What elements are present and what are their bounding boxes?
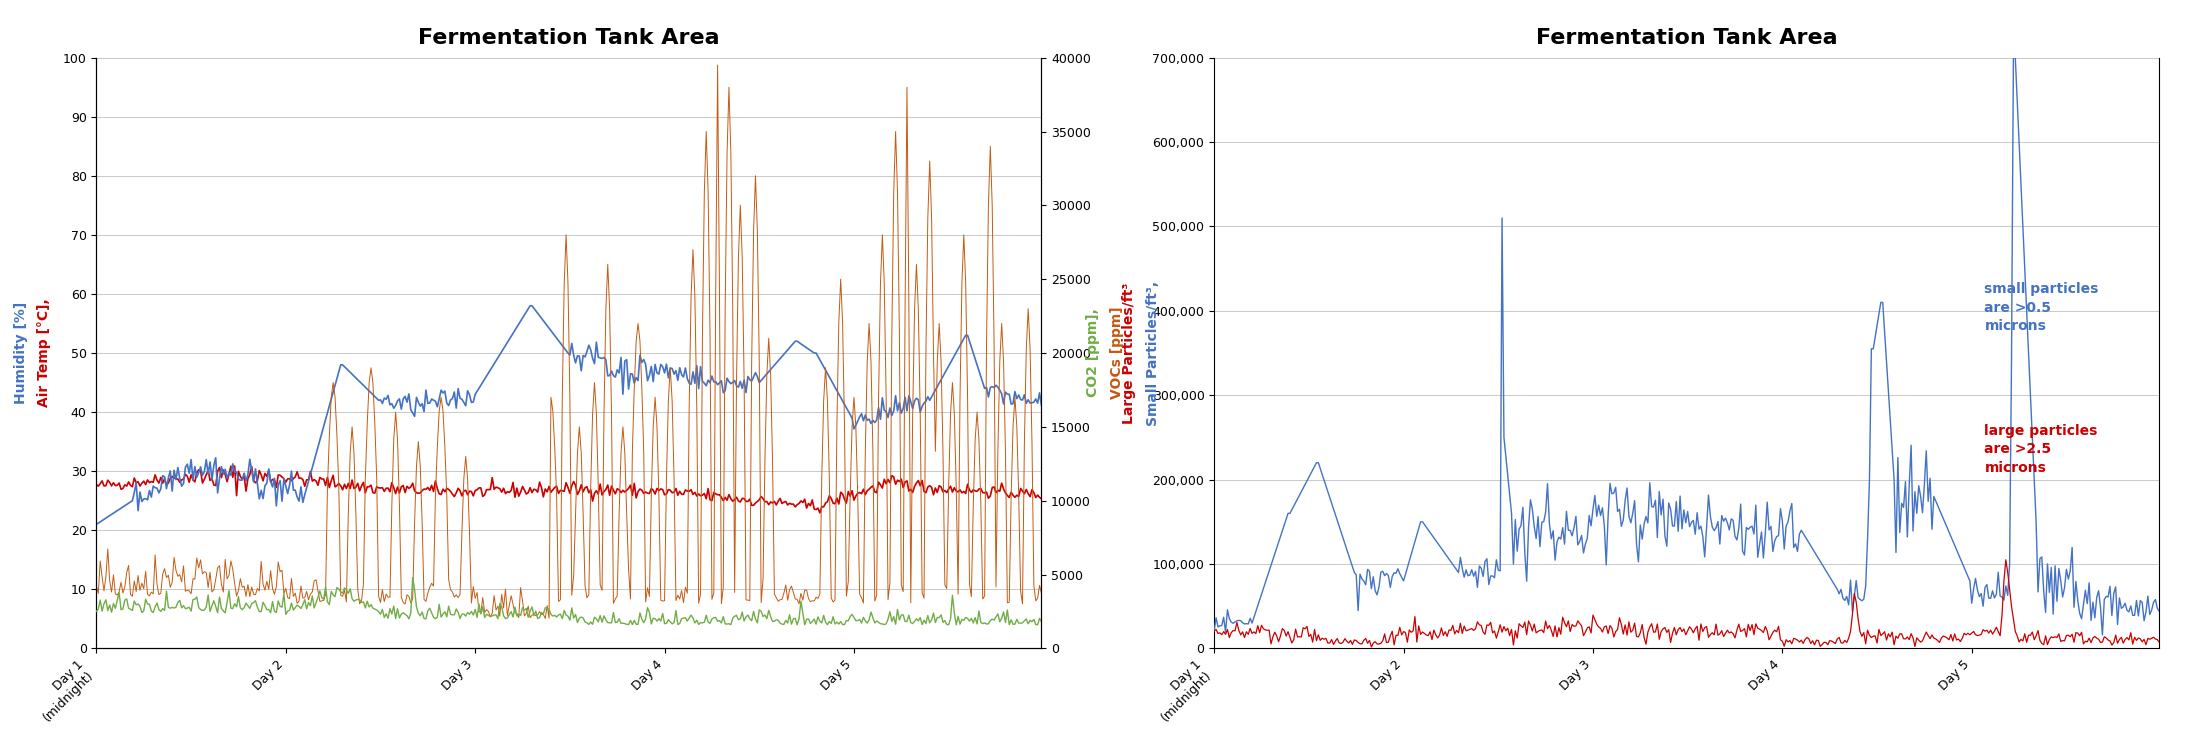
Text: small particles
are >0.5
microns: small particles are >0.5 microns — [1984, 282, 2100, 333]
Text: VOCs [ppm]: VOCs [ppm] — [1111, 307, 1124, 399]
Text: Humidity [%]: Humidity [%] — [13, 302, 28, 404]
Text: CO2 [ppm],: CO2 [ppm], — [1087, 308, 1100, 398]
Text: Large Particles/ft³: Large Particles/ft³ — [1122, 282, 1135, 423]
Title: Fermentation Tank Area: Fermentation Tank Area — [418, 28, 720, 48]
Text: large particles
are >2.5
microns: large particles are >2.5 microns — [1984, 424, 2097, 475]
Text: Air Temp [°C],: Air Temp [°C], — [37, 299, 52, 408]
Title: Fermentation Tank Area: Fermentation Tank Area — [1535, 28, 1837, 48]
Text: Small Particles/ft³,: Small Particles/ft³, — [1146, 280, 1159, 426]
